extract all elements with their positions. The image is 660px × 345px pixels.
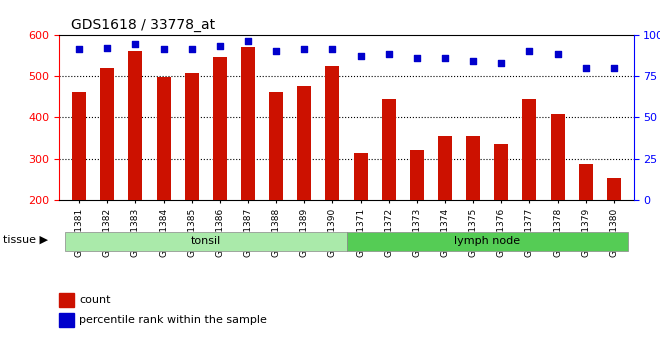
Point — [440, 55, 450, 60]
Text: percentile rank within the sample: percentile rank within the sample — [79, 315, 267, 325]
Bar — [579, 164, 593, 200]
Point — [383, 52, 394, 57]
FancyBboxPatch shape — [65, 232, 346, 251]
Text: tonsil: tonsil — [191, 237, 221, 246]
Point — [299, 47, 310, 52]
FancyBboxPatch shape — [346, 232, 628, 251]
Point — [581, 65, 591, 70]
Bar — [241, 47, 255, 200]
Text: lymph node: lymph node — [454, 237, 520, 246]
Point — [214, 43, 225, 49]
Bar — [100, 68, 114, 200]
Bar — [185, 72, 199, 200]
Bar — [607, 178, 621, 200]
Bar — [410, 150, 424, 200]
Bar — [72, 92, 86, 200]
Bar — [494, 144, 508, 200]
Point — [468, 58, 478, 64]
Bar — [156, 77, 170, 200]
Bar — [523, 99, 537, 200]
Point — [186, 47, 197, 52]
Point — [327, 47, 338, 52]
Point — [412, 55, 422, 60]
Bar — [466, 136, 480, 200]
Point — [102, 45, 113, 50]
Bar — [269, 92, 283, 200]
Point — [355, 53, 366, 59]
Bar — [59, 313, 74, 327]
Point — [243, 38, 253, 44]
Text: tissue ▶: tissue ▶ — [3, 235, 48, 245]
Bar — [213, 57, 227, 200]
Bar — [381, 99, 396, 200]
Bar — [325, 66, 339, 200]
Bar — [438, 136, 452, 200]
Bar — [297, 86, 312, 200]
Point — [609, 65, 619, 70]
Point — [496, 60, 507, 66]
Bar — [354, 153, 368, 200]
Point — [74, 47, 84, 52]
Point — [524, 48, 535, 54]
Point — [158, 47, 169, 52]
Text: GDS1618 / 33778_at: GDS1618 / 33778_at — [71, 18, 215, 32]
Text: count: count — [79, 295, 111, 305]
Point — [552, 52, 563, 57]
Bar — [59, 293, 74, 306]
Point — [271, 48, 281, 54]
Point — [130, 42, 141, 47]
Bar — [128, 51, 143, 200]
Bar — [550, 114, 565, 200]
